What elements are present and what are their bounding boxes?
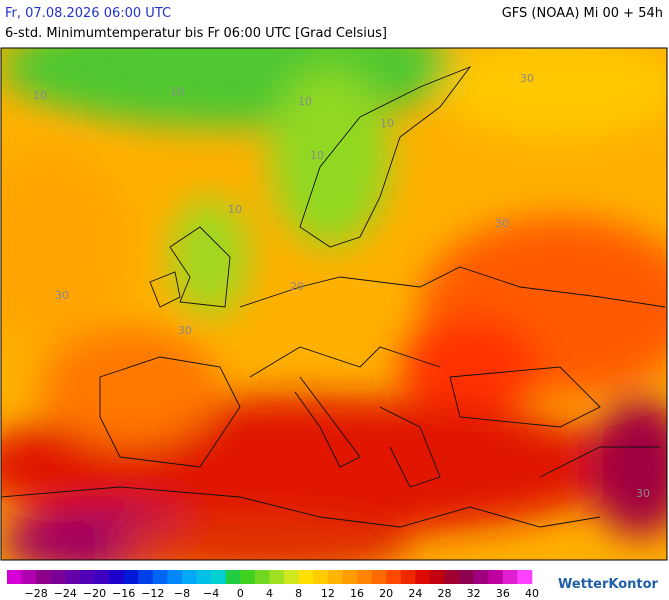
colorbar-label: 32 [467,587,481,600]
colorbar-label: 12 [321,587,335,600]
colorbar-swatch [94,570,110,584]
contour-label: 10 [33,89,47,102]
contour-label: 20 [290,280,304,293]
contour-label: 30 [495,217,509,230]
colorbar-label: −8 [174,587,190,600]
colorbar-swatch [400,570,416,584]
colorbar-swatch [473,570,489,584]
colorbar-label: −4 [203,587,219,600]
colorbar-label: 4 [266,587,273,600]
colorbar-swatch [182,570,197,584]
colorbar-swatch [357,570,372,584]
map: 10 10 10 10 10 10 20 30 30 30 30 30 [0,47,668,561]
contour-label: 10 [170,85,184,98]
colorbar-label: −28 [25,587,48,600]
colorbar-swatch [109,570,124,584]
colorbar-swatch [79,570,95,584]
colorbar-swatch [342,570,358,584]
colorbar-swatch [138,570,154,584]
contour-label: 30 [178,324,192,337]
colorbar-label: −12 [141,587,164,600]
colorbar-swatch [50,570,66,584]
colorbar-swatch [65,570,81,584]
colorbar-swatch [36,570,52,584]
temperature-field [1,48,667,560]
colorbar-swatch [7,570,22,584]
contour-label: 10 [298,95,312,108]
colorbar-swatch [225,570,241,584]
colorbar-swatch [429,570,445,584]
colorbar-label: 40 [525,587,539,600]
valid-time: Fr, 07.08.2026 06:00 UTC [5,6,172,21]
colorbar: −28 −24 −20 −16 −12 −8 −4 0 4 8 12 16 20 24 28 32 36 40 We… [7,570,659,600]
colorbar-swatch [517,570,533,584]
colorbar-swatch [284,570,299,584]
colorbar-label: 28 [438,587,452,600]
colorbar-swatch [211,570,227,584]
colorbar-label: 16 [350,587,364,600]
colorbar-swatch [298,570,314,584]
colorbar-swatch [254,570,270,584]
colorbar-label: −24 [54,587,77,600]
colorbar-swatch [444,570,460,584]
subtitle: 6-std. Minimumtemperatur bis Fr 06:00 UT… [5,26,388,41]
colorbar-swatch [240,570,256,584]
contour-label: 30 [636,487,650,500]
colorbar-swatch [502,570,518,584]
contour-label: 10 [310,149,324,162]
contour-label: 10 [380,117,394,130]
brand: WetterKontor [558,577,659,592]
colorbar-swatch [167,570,183,584]
colorbar-label: −20 [83,587,106,600]
colorbar-swatch [488,570,504,584]
colorbar-label: 8 [295,587,302,600]
colorbar-label: 24 [408,587,422,600]
colorbar-swatch [327,570,343,584]
colorbar-swatch [386,570,402,584]
colorbar-label: 36 [496,587,510,600]
colorbar-label: 0 [237,587,244,600]
colorbar-swatch [313,570,329,584]
colorbar-swatch [371,570,387,584]
contour-label: 30 [55,289,69,302]
colorbar-label: −16 [112,587,135,600]
colorbar-swatch [415,570,431,584]
colorbar-swatch [459,570,474,584]
model-run: GFS (NOAA) Mi 00 + 54h [501,6,663,21]
colorbar-swatch [21,570,37,584]
colorbar-swatch [196,570,212,584]
colorbar-swatch [269,570,285,584]
colorbar-swatch [152,570,168,584]
contour-label: 10 [228,203,242,216]
colorbar-label: 20 [379,587,393,600]
colorbar-swatch [123,570,139,584]
contour-label: 30 [520,72,534,85]
